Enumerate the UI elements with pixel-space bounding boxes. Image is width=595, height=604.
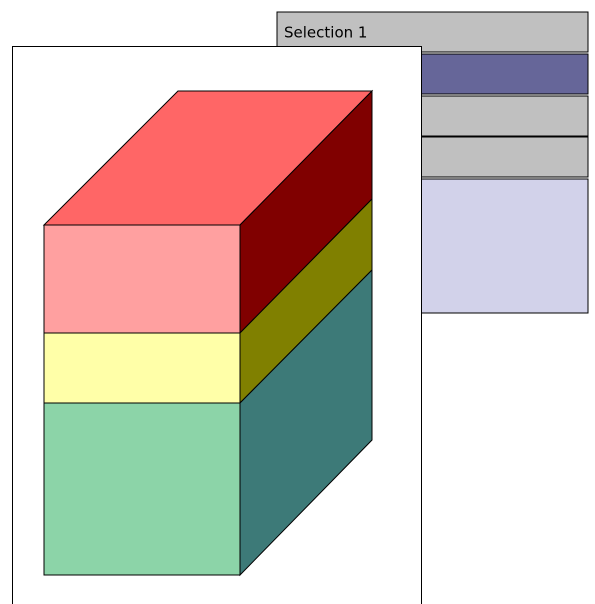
box-front-middle-layer[interactable]: [43, 332, 241, 404]
front-window: [12, 46, 422, 604]
box-front-top-layer[interactable]: [43, 224, 241, 334]
box-front-bottom-layer[interactable]: [43, 402, 241, 576]
panel-title-row[interactable]: [276, 11, 589, 53]
panel-title: Selection 1: [284, 24, 367, 42]
